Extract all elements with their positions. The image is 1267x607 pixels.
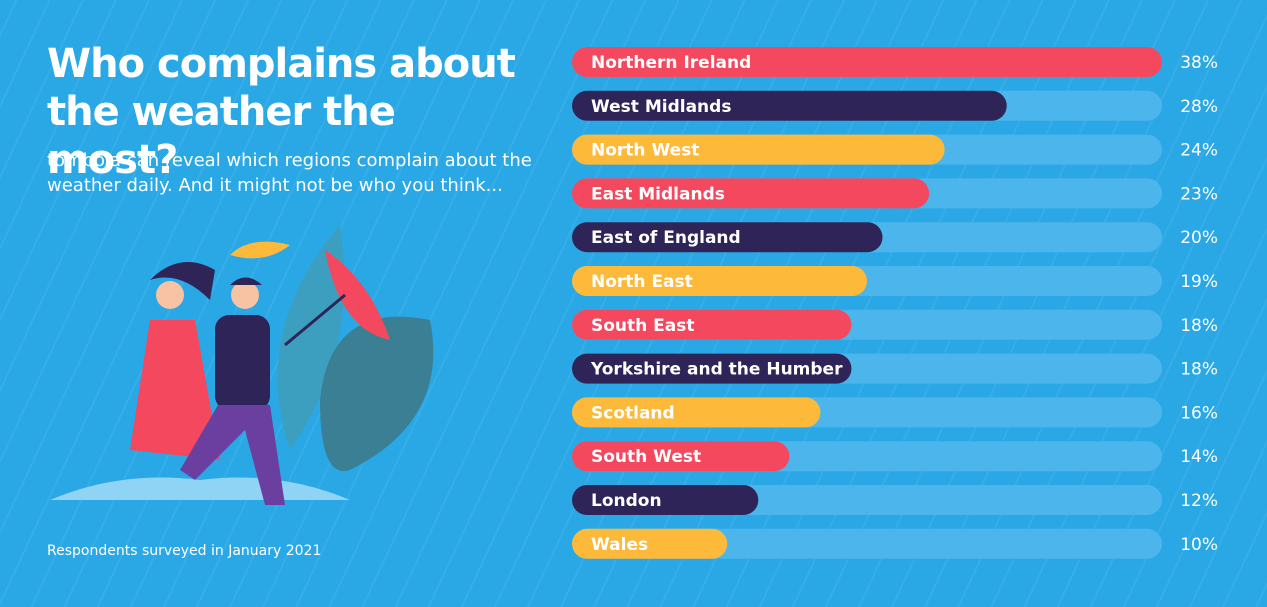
chart-subtitle: tombola can reveal which regions complai… [47, 150, 532, 196]
value-label: 38% [1180, 53, 1218, 73]
bar [572, 222, 883, 253]
value-label: 12% [1180, 491, 1218, 511]
bar [572, 485, 759, 515]
category-label: Scotland [591, 403, 675, 423]
value-label: 10% [1180, 535, 1218, 555]
category-label: North West [591, 141, 699, 161]
bar [572, 353, 852, 384]
value-label: 20% [1180, 228, 1218, 248]
value-label: 23% [1180, 184, 1218, 204]
value-label: 18% [1180, 360, 1218, 380]
value-label: 24% [1180, 141, 1218, 161]
bar [572, 47, 1162, 77]
footnote: Respondents surveyed in January 2021 [47, 543, 322, 559]
category-label: Wales [591, 535, 648, 555]
illustration [50, 225, 434, 505]
category-label: Yorkshire and the Humber [590, 360, 843, 380]
category-label: East of England [591, 228, 741, 248]
category-label: South West [591, 447, 701, 467]
bar [572, 397, 821, 428]
value-label: 28% [1180, 97, 1218, 117]
chart-title: Who complains about the weather the most… [47, 41, 516, 183]
value-label: 19% [1180, 272, 1218, 292]
category-label: Northern Ireland [591, 53, 751, 73]
value-label: 18% [1180, 316, 1218, 336]
category-label: North East [591, 272, 693, 292]
bar [572, 90, 1007, 121]
category-label: South East [591, 316, 695, 336]
bar [572, 134, 945, 165]
bar [572, 528, 728, 559]
value-label: 16% [1180, 403, 1218, 423]
bar [572, 309, 852, 340]
category-label: West Midlands [591, 97, 731, 117]
value-label: 14% [1180, 447, 1218, 467]
category-label: London [591, 491, 662, 511]
category-label: East Midlands [591, 184, 725, 204]
bar [572, 441, 790, 472]
bar [572, 266, 867, 296]
bar [572, 178, 930, 209]
